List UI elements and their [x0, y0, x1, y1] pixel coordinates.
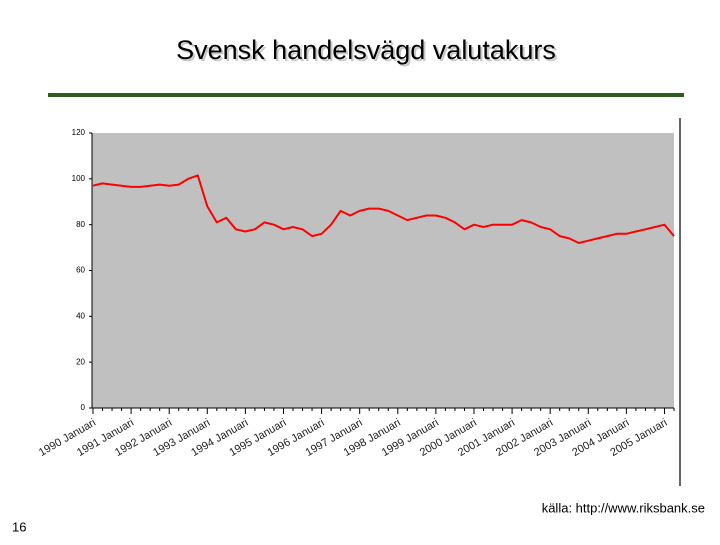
y-tick-label: 0 — [81, 403, 86, 412]
data-line — [92, 174, 675, 244]
slide-number: 16 — [12, 519, 26, 534]
source: källa: http://www.riksbank.se — [542, 500, 705, 515]
title-shadow: Svensk handelsvägd valutakurs — [178, 37, 558, 67]
y-tick-label: 60 — [76, 266, 85, 275]
y-tick-label: 120 — [72, 128, 86, 137]
plot-area — [92, 133, 674, 408]
chart-title: Svensk handelsvägd valutakurs — [176, 35, 556, 65]
y-tick-label: 40 — [76, 311, 85, 320]
y-tick-label: 80 — [76, 220, 85, 229]
y-tick-label: 20 — [76, 357, 85, 366]
title-rule — [48, 93, 684, 97]
y-tick-label: 100 — [72, 174, 86, 183]
